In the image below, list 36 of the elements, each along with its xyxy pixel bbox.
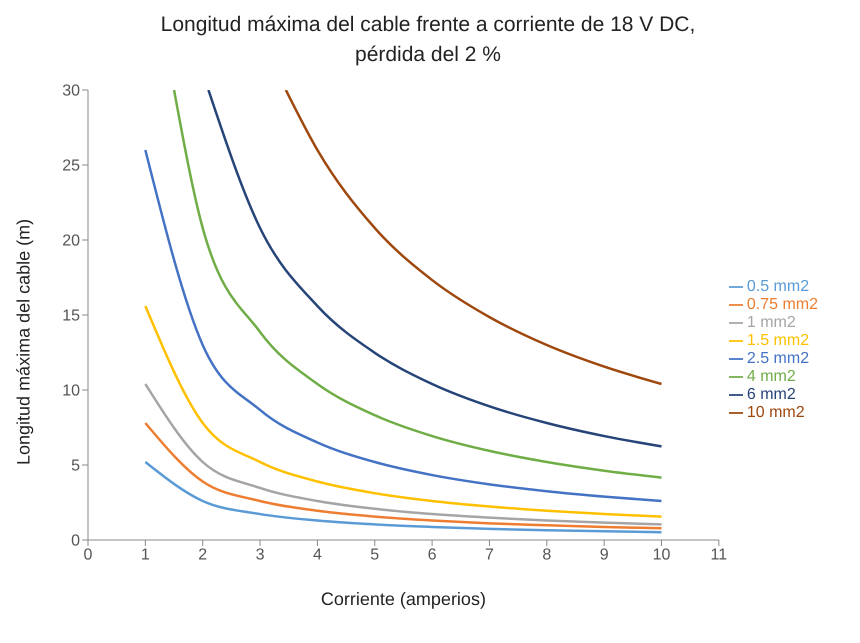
line-series (144, 382, 663, 526)
x-axis-title: Corriente (amperios) (320, 589, 486, 609)
x-tick-label: 10 (652, 546, 671, 564)
x-tick-label: 3 (256, 546, 265, 564)
y-tick-label: 0 (71, 532, 80, 550)
line-series (144, 148, 663, 502)
legend-label: 6 mm2 (746, 386, 796, 403)
y-axis-title: Longitud máxima del cable (m) (13, 218, 34, 465)
y-tick-label: 25 (62, 158, 80, 175)
x-tick-label: 9 (600, 546, 609, 564)
x-tick-label: 0 (84, 546, 93, 564)
y-tick-label: 5 (71, 458, 80, 475)
y-tick-label: 20 (62, 232, 80, 250)
legend-label: 1 mm2 (746, 314, 796, 331)
x-tick-label: 6 (428, 546, 437, 564)
legend-label: 0.5 mm2 (746, 278, 810, 295)
x-tick-label: 1 (140, 546, 150, 564)
legend-label: 1.5 mm2 (746, 332, 810, 349)
x-tick-label: 5 (370, 546, 380, 564)
legend-label: 10 mm2 (746, 404, 805, 421)
y-tick-label: 10 (62, 382, 80, 400)
line-series (144, 304, 663, 518)
line-series (144, 460, 663, 534)
line-series (144, 422, 663, 530)
chart-title: Longitud máxima del cable frente a corriente de 18 V DC, pérdida del 2 % (160, 12, 696, 68)
legend-label: 2.5 mm2 (746, 350, 810, 367)
x-tick-label: 7 (485, 546, 494, 564)
x-tick-label: 8 (542, 546, 552, 564)
x-tick-label: 2 (198, 546, 208, 564)
y-tick-label: 15 (62, 308, 80, 325)
legend-label: 4 mm2 (746, 368, 796, 385)
y-tick-label: 30 (62, 82, 80, 100)
line-series (284, 90, 663, 386)
x-tick-label: 11 (710, 546, 728, 564)
x-tick-label: 4 (312, 546, 322, 564)
legend-label: 0.75 mm2 (746, 296, 818, 313)
